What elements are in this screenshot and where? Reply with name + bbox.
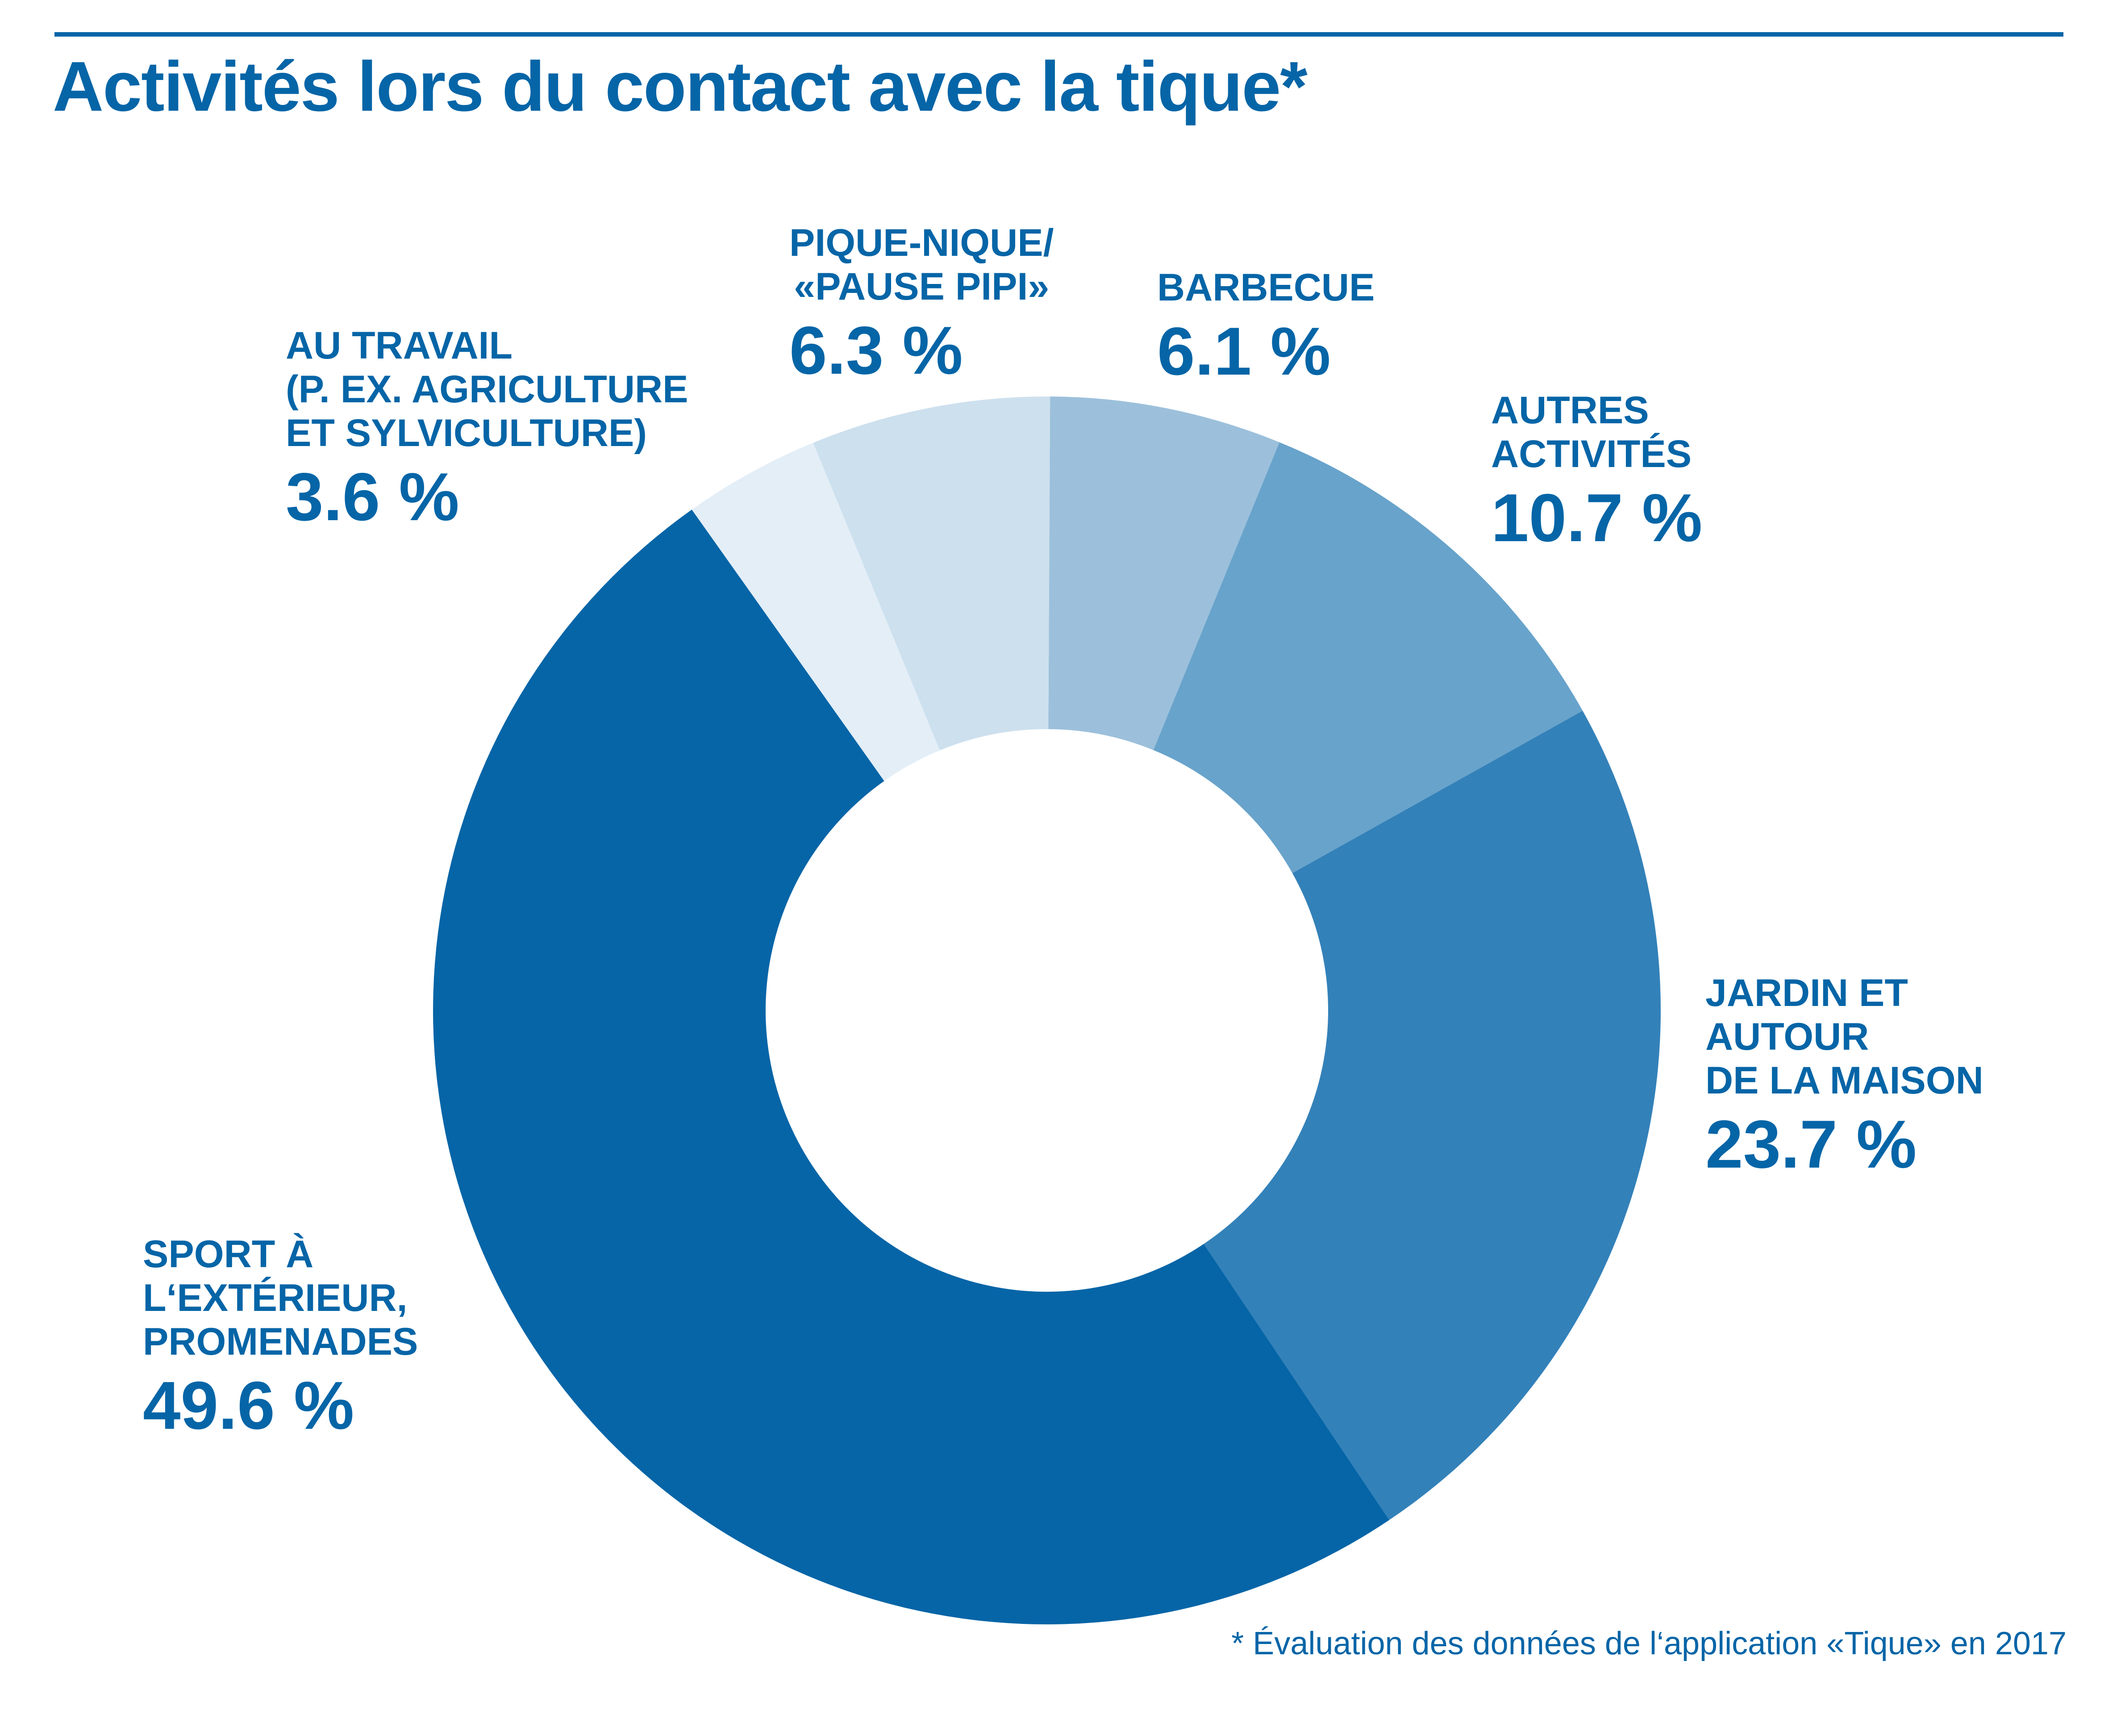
label-pique-nique: PIQUE-NIQUE/ «PAUSE PIPI» 6.3 % — [789, 221, 1054, 386]
slice-name: SPORT À L‘EXTÉRIEUR, PROMENADES — [143, 1233, 418, 1363]
slice-value: 49.6 % — [143, 1368, 354, 1444]
slice-4 — [1204, 710, 1661, 1520]
label-au-travail: AU TRAVAIL (P. EX. AGRICULTURE ET SYLVIC… — [286, 324, 688, 533]
top-rule — [54, 32, 2063, 37]
slice-value: 3.6 % — [286, 459, 459, 535]
slice-value: 6.1 % — [1157, 313, 1331, 389]
label-jardin: JARDIN ET AUTOUR DE LA MAISON 23.7 % — [1705, 971, 1983, 1180]
label-sport: SPORT À L‘EXTÉRIEUR, PROMENADES 49.6 % — [143, 1232, 418, 1441]
slice-name: AUTRES ACTIVITÉS — [1491, 389, 1692, 476]
slice-name: PIQUE-NIQUE/ «PAUSE PIPI» — [789, 221, 1054, 308]
label-autres-activites: AUTRES ACTIVITÉS 10.7 % — [1491, 388, 1702, 554]
label-barbecue: BARBECUE 6.1 % — [1157, 266, 1375, 387]
chart-title: Activités lors du contact avec la tique* — [53, 47, 1308, 126]
slice-value: 23.7 % — [1705, 1106, 1917, 1182]
footnote: * Évaluation des données de l‘applicatio… — [1231, 1626, 2067, 1661]
slice-3 — [1153, 442, 1583, 873]
slice-name: JARDIN ET AUTOUR DE LA MAISON — [1705, 972, 1983, 1102]
slice-1 — [813, 396, 1050, 751]
slice-value: 6.3 % — [789, 313, 963, 388]
slice-value: 10.7 % — [1491, 480, 1703, 556]
slice-name: AU TRAVAIL (P. EX. AGRICULTURE ET SYLVIC… — [286, 324, 688, 455]
slice-name: BARBECUE — [1157, 266, 1375, 309]
slice-5 — [433, 509, 1389, 1624]
slice-0 — [692, 442, 940, 781]
slice-2 — [1048, 396, 1279, 750]
